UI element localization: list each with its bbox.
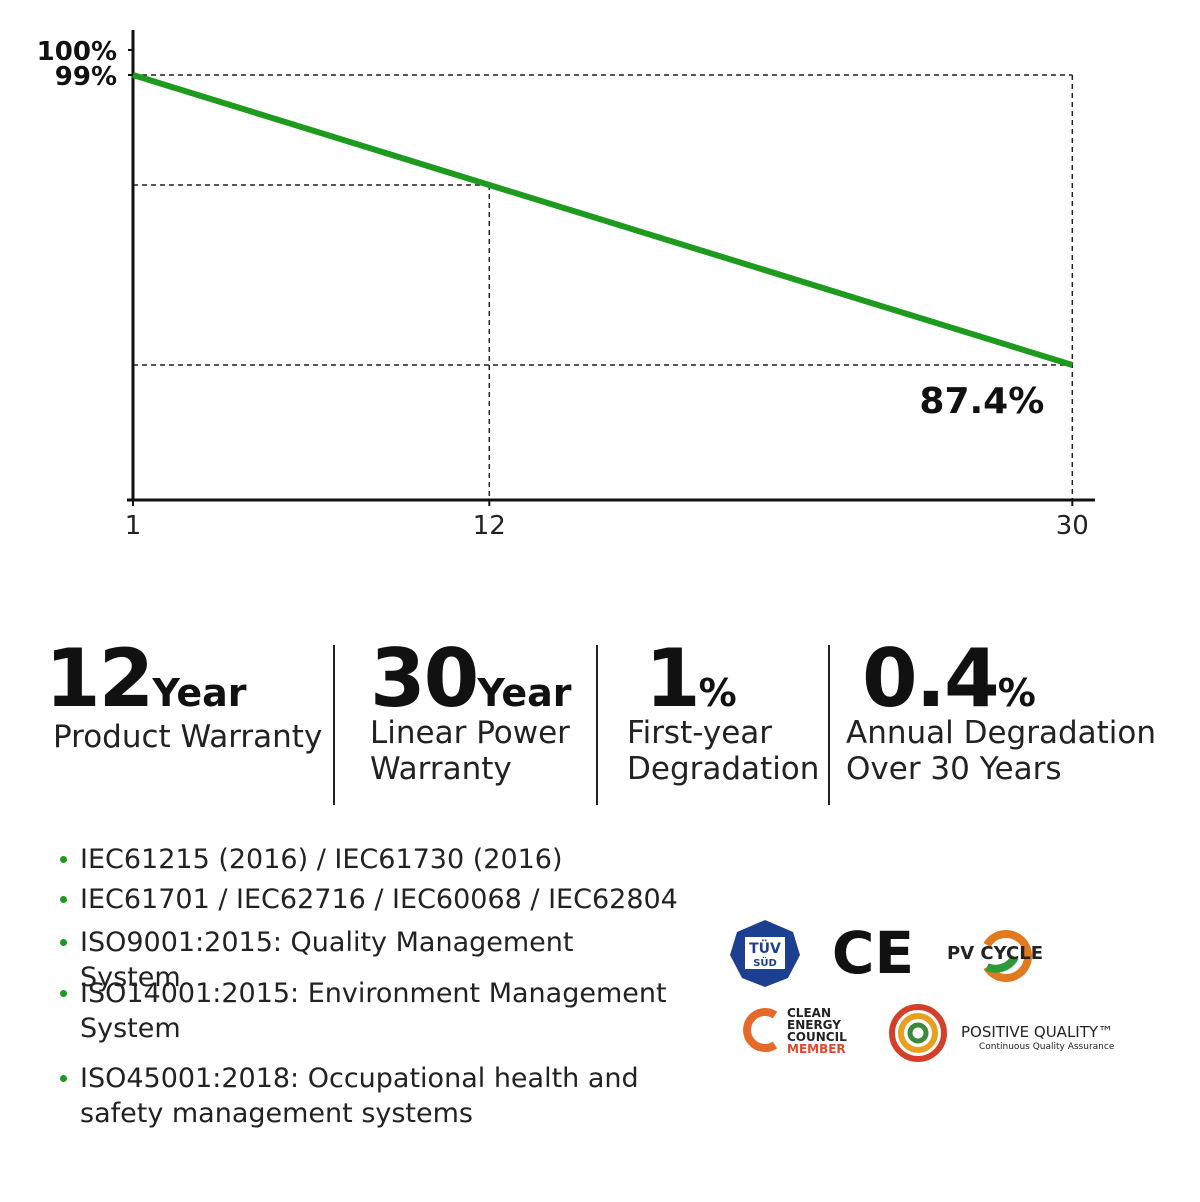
divider [596,645,598,805]
logo-text: Continuous Quality Assurance [979,1042,1115,1052]
caption-line: Linear Power [370,715,570,751]
cert-item: ISO14001:2015: Environment Management Sy… [60,976,670,1046]
logo-text: CE [832,919,914,987]
pq-ring [889,1004,947,1062]
stat-caption: Product Warranty [53,719,322,755]
pq-ring [907,1022,929,1044]
logo-text: ENERGY [787,1018,841,1032]
caption-line: Product Warranty [53,719,323,755]
pq-ring [898,1013,938,1053]
stat-caption: First-year Degradation [627,715,819,787]
logos: TÜV SÜD CE PV CYCLE CLEAN ENERGY COUNCIL… [730,919,1115,1062]
stat-number: 0.4 [862,632,1000,725]
stat-unit: Year [152,671,247,715]
y-tick-label: 99% [55,62,117,92]
caption-line: Annual Degradation [846,715,1157,751]
stat: 1% First-year Degradation [627,632,819,787]
stat-number: 12 [45,632,154,725]
pv-ring [985,954,1019,973]
x-tick-label: 30 [1056,511,1089,541]
cert-item: ISO45001:2018: Occupational health and s… [60,1063,639,1129]
cec-mark [743,1008,778,1052]
logo-text: POSITIVE QUALITY™ [961,1023,1113,1041]
data-line [132,72,1074,368]
tuv-inner [745,937,785,969]
logo-text: CLEAN [787,1006,831,1020]
logo-text: TÜV [749,939,781,957]
caption-line: Degradation [627,751,820,787]
logo-text: COUNCIL [787,1030,847,1044]
cert-item: ISO9001:2015: Quality Management System [60,925,680,995]
chart: 99%100% 1 12 30 87.4% [37,30,1095,541]
divider [828,645,830,805]
caption-line: Over 30 Years [846,751,1062,787]
stat-unit: Year [477,671,572,715]
stat: 30Year Linear Power Warranty [370,632,572,787]
stat: 0.4% Annual Degradation Over 30 Years [846,632,1156,787]
stat-caption: Linear Power Warranty [370,715,572,787]
stat-number: 30 [370,632,479,725]
divider [333,645,335,805]
caption-line: Warranty [370,751,512,787]
stat-unit: % [997,671,1036,715]
caption-line: First-year [627,715,773,751]
cert-item: IEC61215 (2016) / IEC61730 (2016) [60,842,680,877]
stat: 12Year Product Warranty [45,632,322,755]
x-tick-label: 1 [125,511,142,541]
logo-text: MEMBER [787,1042,846,1056]
x-tick-label: 12 [473,511,506,541]
logo-text: SÜD [753,955,777,969]
pv-ring [983,930,1033,982]
stat-number: 1 [645,632,701,725]
stat-unit: % [698,671,737,715]
y-tick-label: 100% [37,37,117,67]
logo-text: PV CYCLE [947,943,1043,964]
data-label: 87.4% [919,381,1044,422]
stat-caption: Annual Degradation Over 30 Years [846,715,1156,787]
cert-item: IEC61701 / IEC62716 / IEC60068 / IEC6280… [60,882,680,917]
